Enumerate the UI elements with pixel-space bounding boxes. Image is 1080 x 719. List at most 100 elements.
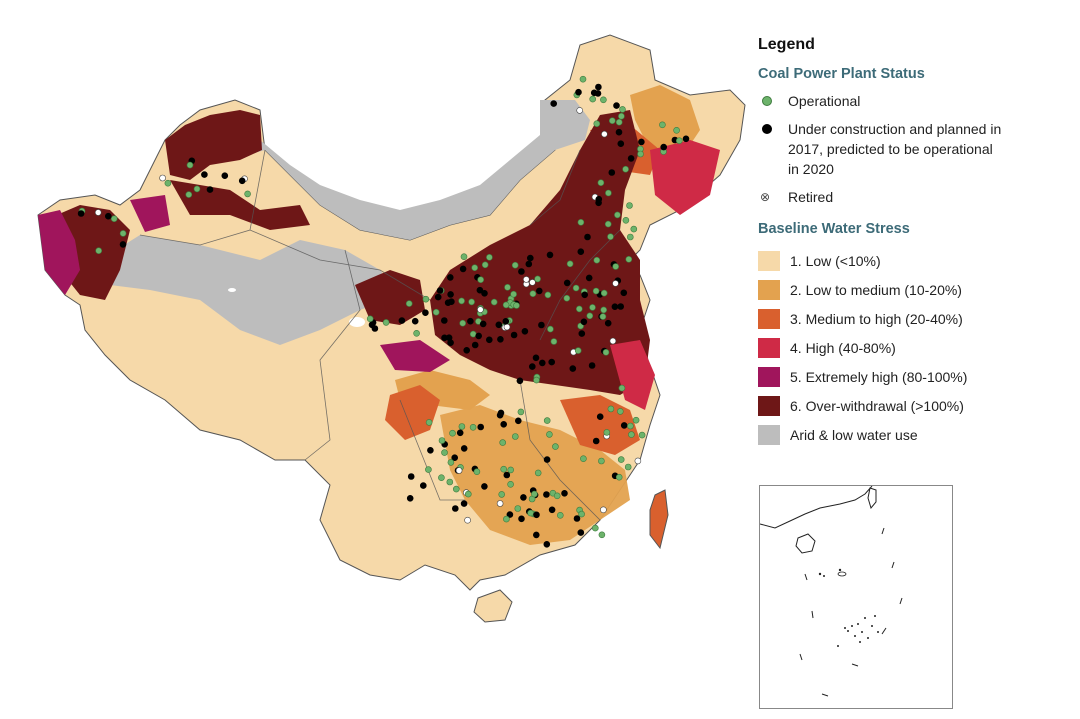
legend-item-operational: Operational [758, 91, 1070, 111]
china-water-stress-map [37, 34, 746, 623]
operational-plant-marker [438, 437, 446, 444]
operational-plant-marker [382, 319, 390, 326]
operational-plant-marker [619, 106, 626, 113]
planned-plant-marker [532, 531, 540, 539]
planned-plant-marker [406, 494, 414, 502]
operational-plant-marker [471, 264, 479, 272]
planned-plant-marker [514, 417, 522, 425]
planned-plant-marker [238, 177, 246, 185]
planned-plant-marker [500, 420, 508, 428]
operational-plant-marker [556, 511, 564, 519]
water-stress-section: Baseline Water Stress 1. Low (<10%) 2. L… [758, 221, 1070, 449]
operational-plant-marker [527, 509, 534, 517]
planned-plant-marker [578, 330, 586, 337]
legend-label: Operational [788, 93, 861, 109]
planned-plant-marker [595, 195, 603, 203]
planned-plant-marker [221, 172, 229, 179]
operational-plant-marker [566, 260, 574, 268]
operational-plant-marker [616, 408, 624, 415]
operational-plant-marker [626, 202, 633, 209]
planned-plant-marker [518, 515, 525, 523]
legend-item-low-medium: 2. Low to medium (10-20%) [758, 275, 1070, 304]
legend-label: 2. Low to medium (10-20%) [790, 281, 962, 298]
planned-plant-marker [481, 289, 488, 297]
operational-plant-marker [447, 459, 455, 466]
operational-plant-marker [405, 300, 413, 307]
operational-plant-marker [499, 439, 507, 446]
operational-plant-marker [612, 263, 620, 270]
planned-plant-marker [585, 274, 593, 282]
green-dot-icon [762, 96, 772, 106]
planned-plant-marker [595, 83, 602, 91]
operational-plant-marker [185, 191, 193, 198]
planned-plant-marker [533, 511, 540, 519]
planned-plant-marker [463, 346, 471, 354]
inset-boundary-dashes [799, 527, 903, 697]
operational-plant-marker [513, 302, 520, 309]
planned-plant-marker [518, 268, 525, 275]
operational-plant-marker [630, 225, 638, 233]
operational-plant-marker [543, 417, 551, 424]
planned-plant-marker [440, 317, 448, 324]
operational-plant-marker [592, 287, 600, 295]
operational-plant-marker [572, 284, 580, 292]
operational-plant-marker [589, 304, 596, 311]
planned-plant-marker [411, 317, 419, 325]
operational-plant-marker [598, 457, 605, 465]
planned-plant-marker [441, 334, 448, 342]
map-region-arid-qinghai [100, 235, 400, 345]
operational-plant-marker [193, 185, 201, 193]
planned-plant-marker [538, 359, 546, 367]
planned-plant-marker [447, 291, 454, 298]
operational-plant-marker [413, 329, 420, 337]
operational-plant-marker [490, 298, 498, 306]
operational-plant-marker [244, 190, 251, 198]
map-region-extremely-high-west [38, 210, 80, 295]
operational-plant-marker [578, 510, 585, 518]
map-region-over-withdrawal-xinjiang-mid [170, 180, 310, 230]
planned-plant-marker [682, 135, 690, 143]
operational-plant-marker [446, 478, 454, 486]
planned-plant-marker [627, 155, 635, 162]
crossed-circle-icon: ⊗ [760, 190, 771, 204]
operational-plant-marker [511, 433, 519, 440]
planned-plant-marker [467, 317, 474, 325]
planned-plant-marker [446, 274, 454, 281]
operational-plant-marker [617, 456, 625, 463]
operational-plant-marker [602, 348, 610, 356]
legend-label: Retired [788, 189, 834, 205]
retired-plant-marker [612, 280, 619, 287]
map-region-high-northeast [650, 140, 720, 215]
planned-plant-marker [525, 260, 533, 268]
inset-coastline [759, 485, 873, 529]
map-region-medium-high-sichuan [385, 385, 440, 440]
planned-plant-marker [596, 413, 604, 421]
planned-plant-marker [422, 309, 429, 317]
operational-plant-marker [458, 297, 465, 305]
retired-plant-marker [477, 306, 484, 313]
planned-plant-marker [594, 90, 602, 97]
coal-plant-status-title: Coal Power Plant Status [758, 66, 925, 82]
swatch-medium-high [758, 308, 780, 329]
planned-plant-marker [77, 210, 85, 217]
operational-plant-marker [517, 408, 525, 416]
retired-plant-marker [609, 337, 617, 345]
planned-plant-marker [436, 287, 444, 294]
planned-plant-marker [475, 332, 483, 340]
operational-plant-marker [458, 423, 466, 430]
planned-plant-marker [419, 482, 427, 489]
operational-plant-marker [552, 443, 559, 450]
operational-plant-marker [468, 298, 475, 306]
planned-plant-marker [368, 321, 376, 329]
planned-plant-marker [526, 254, 534, 262]
plant-markers [77, 75, 690, 548]
operational-plant-marker [546, 431, 553, 438]
operational-plant-marker [579, 75, 587, 83]
planned-plant-marker [617, 303, 625, 310]
planned-plant-marker [613, 102, 620, 109]
planned-plant-marker [481, 483, 488, 490]
operational-plant-marker [449, 429, 456, 437]
operational-plant-marker [580, 455, 587, 463]
operational-plant-marker [632, 416, 640, 424]
black-dot-icon [762, 124, 772, 134]
